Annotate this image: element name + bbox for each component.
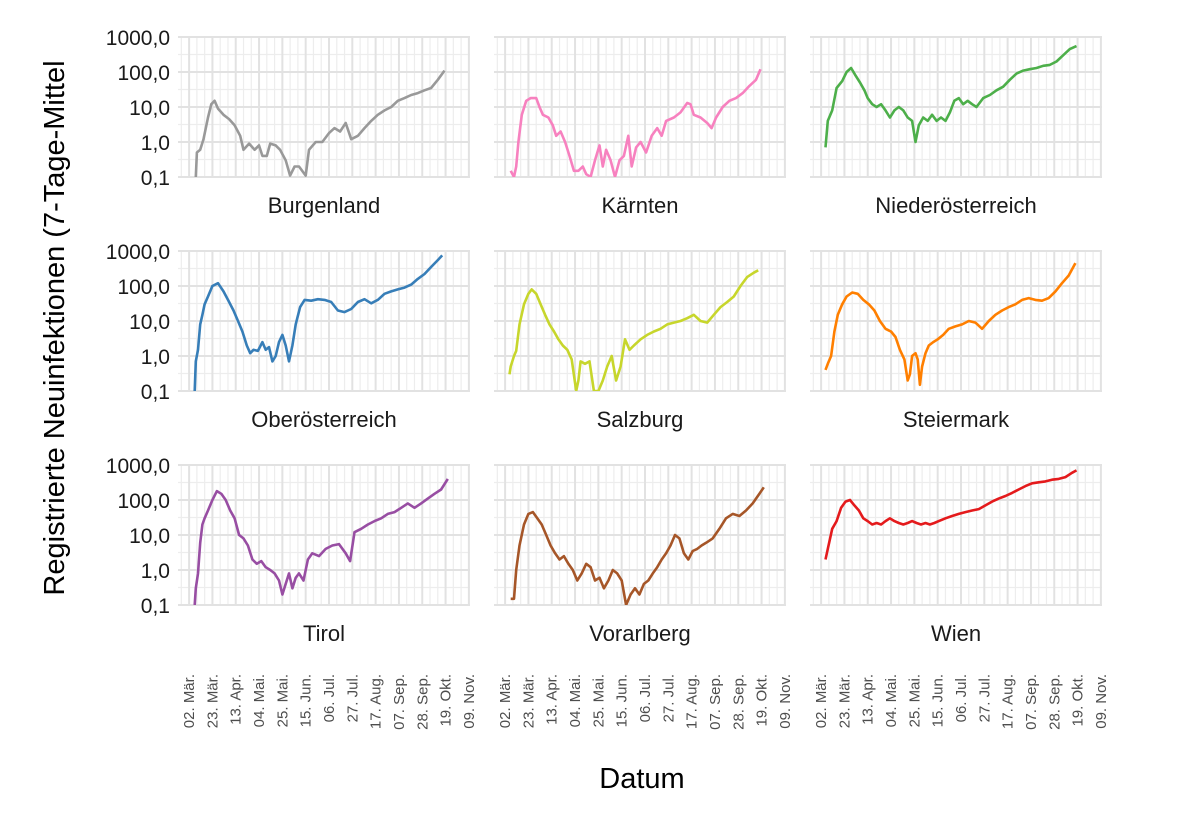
x-tick-label: 06. Jul. [637,674,654,722]
x-tick-label: 15. Jun. [614,674,631,727]
y-tick-label: 1000,0 [106,241,170,264]
series-line-tirol [193,478,449,605]
x-tick-label: 28. Sep. [414,674,431,730]
panel-salzburg: Salzburg [494,250,786,432]
x-tick-label: 06. Jul. [321,674,338,722]
x-tick-label: 25. Mai. [906,674,923,727]
series-line-burgenland [194,69,446,177]
x-tick-label: 15. Jun. [930,674,947,727]
y-tick-label: 0,1 [141,167,170,190]
y-tick-label: 1000,0 [106,27,170,50]
x-tick-label: 09. Nov. [461,674,478,729]
facet-label: Salzburg [597,407,684,432]
facet-label: Vorarlberg [589,621,691,646]
x-tick-label: 04. Mai. [251,674,268,727]
facet-label: Oberösterreich [251,407,397,432]
series-line-wien [824,469,1078,560]
x-tick-label: 28. Sep. [730,674,747,730]
x-tick-label: 09. Nov. [1093,674,1110,729]
series-line-salzburg [508,269,759,391]
x-tick-label: 04. Mai. [567,674,584,727]
x-tick-label: 19. Okt. [1070,674,1087,727]
x-tick-label: 02. Mär. [181,674,198,728]
facet-label: Wien [931,621,981,646]
facet-label: Niederösterreich [875,193,1036,218]
x-tick-label: 04. Mai. [883,674,900,727]
y-tick-label: 0,1 [141,381,170,404]
x-axis-title: Datum [599,763,684,795]
y-tick-label: 1,0 [141,560,170,583]
x-tick-label: 28. Sep. [1046,674,1063,730]
x-tick-label: 07. Sep. [707,674,724,730]
series-line-steiermark [824,262,1077,387]
y-tick-label: 100,0 [117,490,170,513]
facet-label: Burgenland [268,193,381,218]
y-tick-label: 100,0 [117,276,170,299]
x-tick-label: 13. Apr. [228,674,245,725]
y-tick-label: 0,1 [141,595,170,618]
y-tick-label: 1000,0 [106,455,170,478]
x-tick-label: 13. Apr. [544,674,561,725]
x-tick-label: 15. Jun. [298,674,315,727]
y-tick-label: 10,0 [129,525,170,548]
panel-kaernten: Kärnten [494,36,786,218]
series-line-niederoesterreich [824,44,1078,148]
y-tick-label: 1,0 [141,346,170,369]
panel-wien: Wien 02. Mär. 23. Mär. 13. Apr. 04. Mai. 25. … [810,464,1110,730]
panel-vorarlberg: Vorarlberg 02. Mär. 23. Mär. 13. Apr. 04. Ma… [494,464,794,730]
x-tick-label: 19. Okt. [438,674,455,727]
x-tick-label: 17. Aug. [1000,674,1017,729]
series-line-vorarlberg [510,486,765,605]
x-tick-label: 23. Mär. [204,674,221,728]
series-line-oberoesterreich [193,254,444,391]
x-tick-label: 09. Nov. [777,674,794,729]
y-tick-label: 1,0 [141,132,170,155]
x-tick-label: 25. Mai. [590,674,607,727]
x-tick-label: 27. Jul. [344,674,361,722]
x-tick-label: 07. Sep. [1023,674,1040,730]
panel-niederoesterreich: Niederösterreich [810,36,1102,218]
panel-steiermark: Steiermark [810,250,1102,432]
panel-tirol: 0,1 1,0 10,0 100,0 1000,0 Tirol 02. Mär. 23. Mä… [106,455,478,730]
panel-burgenland: 0,1 1,0 10,0 100,0 1000,0 Burgenland [106,27,470,218]
y-axis-title: Registrierte Neuinfektionen (7-Tage-Mitt… [39,60,71,595]
series-line-kaernten [509,68,762,177]
facet-label: Tirol [303,621,345,646]
x-tick-label: 23. Mär. [520,674,537,728]
x-tick-label: 27. Jul. [660,674,677,722]
x-tick-label: 13. Apr. [860,674,877,725]
x-tick-label: 19. Okt. [754,674,771,727]
panel-oberoesterreich: 0,1 1,0 10,0 100,0 1000,0 Oberösterreich [106,241,470,432]
x-tick-label: 25. Mai. [274,674,291,727]
x-tick-label: 02. Mär. [497,674,514,728]
x-tick-label: 17. Aug. [684,674,701,729]
y-tick-label: 10,0 [129,311,170,334]
x-tick-label: 02. Mär. [813,674,830,728]
y-tick-label: 100,0 [117,62,170,85]
facet-label: Steiermark [903,407,1010,432]
y-tick-label: 10,0 [129,97,170,120]
x-tick-label: 06. Jul. [953,674,970,722]
facet-label: Kärnten [601,193,678,218]
x-tick-label: 23. Mär. [836,674,853,728]
x-tick-label: 17. Aug. [368,674,385,729]
x-tick-label: 27. Jul. [976,674,993,722]
x-tick-label: 07. Sep. [391,674,408,730]
